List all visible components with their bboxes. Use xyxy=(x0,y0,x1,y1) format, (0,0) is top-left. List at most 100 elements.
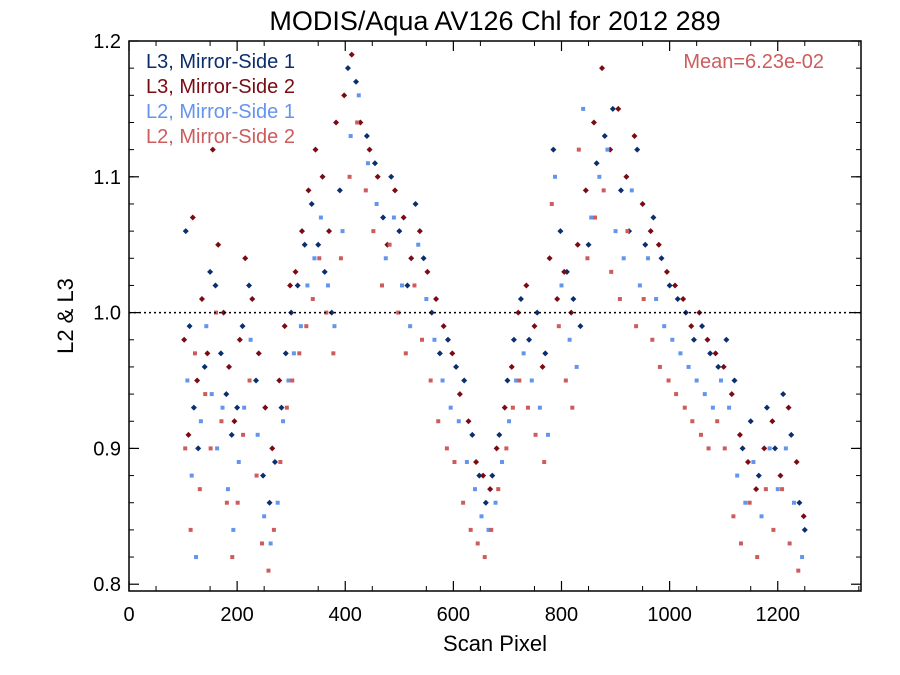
data-point-series-3 xyxy=(185,378,190,383)
data-point-series-4 xyxy=(698,432,703,437)
data-point-series-1 xyxy=(288,309,295,316)
data-point-series-2 xyxy=(348,51,355,58)
data-point-series-3 xyxy=(529,378,534,383)
data-point-series-2 xyxy=(292,268,299,275)
data-point-series-4 xyxy=(403,351,408,356)
data-point-series-2 xyxy=(416,228,423,235)
data-point-series-4 xyxy=(617,297,622,302)
data-point-series-2 xyxy=(249,296,256,303)
x-axis: 0 200 400 600 800 1000 1200 xyxy=(123,41,860,626)
data-point-series-3 xyxy=(416,242,421,247)
data-point-series-2 xyxy=(366,146,373,153)
data-point-series-4 xyxy=(247,378,252,383)
data-point-series-4 xyxy=(428,378,433,383)
data-point-series-2 xyxy=(568,309,575,316)
data-point-series-4 xyxy=(682,405,687,410)
data-point-series-2 xyxy=(546,255,553,262)
data-point-series-2 xyxy=(704,336,711,343)
data-point-series-4 xyxy=(593,215,598,220)
data-point-series-2 xyxy=(769,418,776,425)
data-point-series-1 xyxy=(363,133,370,140)
data-point-series-4 xyxy=(489,527,494,532)
data-point-series-2 xyxy=(269,445,276,452)
data-point-series-4 xyxy=(219,419,224,424)
data-point-series-4 xyxy=(542,459,547,464)
data-point-series-2 xyxy=(215,241,222,248)
data-point-series-4 xyxy=(310,297,315,302)
data-point-series-1 xyxy=(723,336,730,343)
mean-annotation: Mean=6.23e-02 xyxy=(683,51,824,73)
data-point-series-2 xyxy=(753,486,760,493)
data-point-series-2 xyxy=(793,458,800,465)
data-point-series-1 xyxy=(344,65,351,72)
data-point-series-1 xyxy=(707,350,714,357)
data-point-series-3 xyxy=(440,378,445,383)
data-point-series-4 xyxy=(203,392,208,397)
data-point-series-4 xyxy=(338,256,343,261)
data-point-series-3 xyxy=(248,337,253,342)
data-point-series-3 xyxy=(391,215,396,220)
data-point-series-1 xyxy=(253,377,260,384)
data-point-series-2 xyxy=(785,404,792,411)
data-point-series-1 xyxy=(489,472,496,479)
data-point-series-2 xyxy=(561,268,568,275)
data-point-series-2 xyxy=(473,458,480,465)
data-point-series-3 xyxy=(464,459,469,464)
data-point-series-2 xyxy=(508,363,515,370)
y-tick-label: 0.9 xyxy=(93,438,121,460)
x-tick-label: 1000 xyxy=(647,604,692,626)
data-point-series-3 xyxy=(767,446,772,451)
data-point-series-3 xyxy=(262,514,267,519)
data-point-series-4 xyxy=(461,500,466,505)
data-point-series-1 xyxy=(755,472,762,479)
data-point-series-4 xyxy=(452,459,457,464)
data-point-series-3 xyxy=(268,541,273,546)
data-point-series-4 xyxy=(556,324,561,329)
data-point-series-1 xyxy=(731,377,738,384)
data-point-series-4 xyxy=(609,269,614,274)
data-point-series-2 xyxy=(400,214,407,221)
data-point-series-1 xyxy=(570,296,577,303)
data-point-series-2 xyxy=(305,187,312,194)
data-point-series-3 xyxy=(791,500,796,505)
data-point-series-3 xyxy=(255,432,260,437)
data-point-series-4 xyxy=(363,188,368,193)
data-point-series-3 xyxy=(340,229,345,234)
data-point-series-1 xyxy=(190,404,197,411)
x-tick-label: 1200 xyxy=(755,604,800,626)
data-point-series-2 xyxy=(198,296,205,303)
data-point-series-4 xyxy=(722,446,727,451)
data-point-series-2 xyxy=(236,336,243,343)
data-point-series-1 xyxy=(690,336,697,343)
data-point-series-2 xyxy=(276,377,283,384)
data-point-series-1 xyxy=(321,268,328,275)
data-point-series-1 xyxy=(577,323,584,330)
data-point-series-3 xyxy=(662,324,667,329)
data-point-series-1 xyxy=(715,363,722,370)
data-point-series-2 xyxy=(720,363,727,370)
data-point-series-3 xyxy=(220,405,225,410)
data-point-series-2 xyxy=(663,268,670,275)
data-point-series-3 xyxy=(448,405,453,410)
x-tick-label: 800 xyxy=(545,604,578,626)
chart-title: MODIS/Aqua AV126 Chl for 2012 289 xyxy=(269,6,720,36)
data-point-series-3 xyxy=(424,297,429,302)
data-point-series-2 xyxy=(449,350,456,357)
data-point-series-4 xyxy=(780,487,785,492)
data-point-series-1 xyxy=(510,336,517,343)
data-point-series-2 xyxy=(554,296,561,303)
data-point-series-1 xyxy=(278,404,285,411)
x-tick-label: 400 xyxy=(329,604,362,626)
data-point-series-1 xyxy=(453,363,460,370)
data-point-series-1 xyxy=(336,187,343,194)
data-point-series-1 xyxy=(585,241,592,248)
data-point-series-3 xyxy=(209,392,214,397)
data-point-series-1 xyxy=(526,336,533,343)
data-point-series-3 xyxy=(275,500,280,505)
data-point-series-2 xyxy=(736,431,743,438)
data-point-series-2 xyxy=(326,228,333,235)
data-point-series-2 xyxy=(680,296,687,303)
data-point-series-4 xyxy=(666,378,671,383)
data-point-series-1 xyxy=(420,255,427,262)
data-point-series-2 xyxy=(761,445,768,452)
